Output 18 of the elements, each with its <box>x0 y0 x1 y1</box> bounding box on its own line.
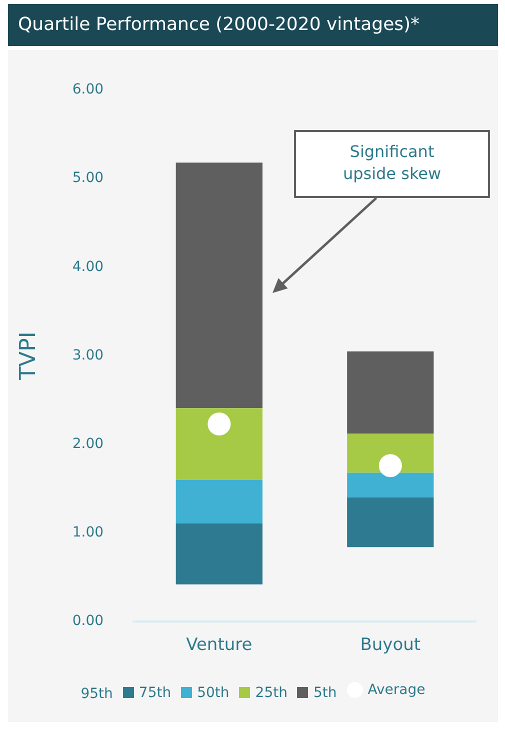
legend-title: 95th <box>80 686 113 702</box>
y-tick-label: 1.00 <box>72 524 104 541</box>
y-tick-label: 6.00 <box>72 82 104 98</box>
legend-label: Average <box>368 682 426 698</box>
y-tick-label: 0.00 <box>72 613 104 630</box>
y-tick-label: 4.00 <box>72 258 104 275</box>
legend-label: 50th <box>197 684 230 700</box>
legend-label: 5th <box>313 684 337 700</box>
x-tick-label: Venture <box>186 635 252 656</box>
y-tick-label: 2.00 <box>72 436 104 452</box>
x-tick-label: Buyout <box>360 635 421 656</box>
y-tick-label: 5.00 <box>72 170 104 186</box>
legend-label: 75th <box>138 684 172 700</box>
callout-box: Significant upside skew <box>294 130 490 198</box>
chart-title: Quartile Performance (2000-2020 vintages)* <box>8 4 498 46</box>
legend-label: 25th <box>255 684 288 700</box>
y-tick-label: 3.00 <box>72 347 104 364</box>
y-axis-title: TVPI <box>16 332 41 381</box>
